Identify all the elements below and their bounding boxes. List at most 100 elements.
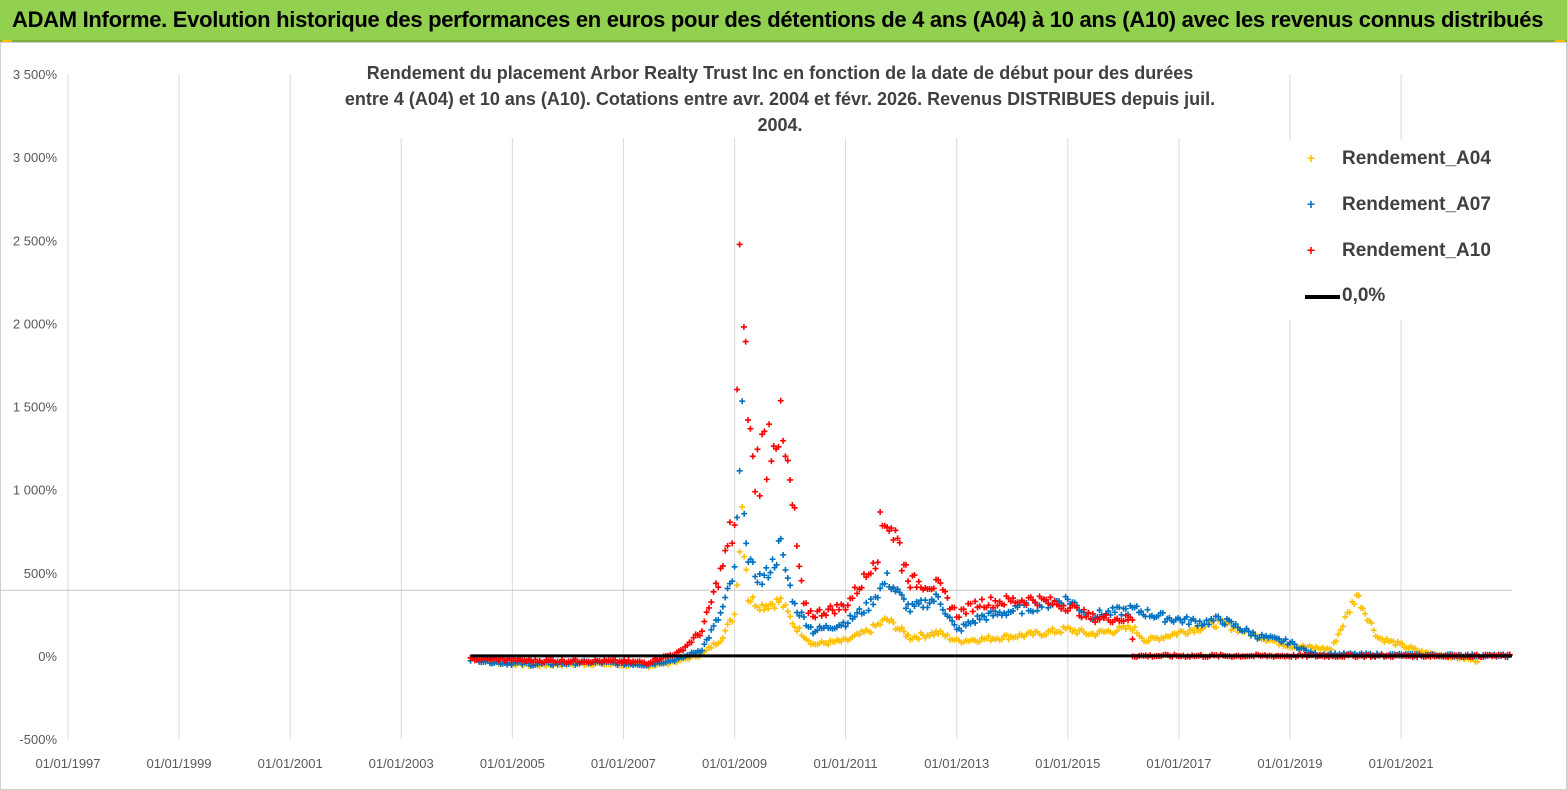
- data-point-marker: [798, 577, 805, 584]
- data-point-marker: [844, 620, 851, 627]
- data-point-marker: [905, 631, 912, 638]
- data-point-marker: [1014, 634, 1021, 641]
- data-point-marker: [787, 613, 794, 620]
- data-point-marker: [1282, 636, 1289, 643]
- data-point-marker: [854, 609, 861, 616]
- data-point-marker: [911, 572, 918, 579]
- data-point-marker: [1038, 603, 1045, 610]
- data-point-marker: [752, 573, 759, 580]
- data-point-marker: [807, 623, 814, 630]
- data-point-marker: [1346, 609, 1353, 616]
- header-banner: ADAM Informe. Evolution historique des p…: [0, 0, 1567, 42]
- data-point-marker: [710, 588, 717, 595]
- legend-marker-a04: +: [1306, 150, 1316, 166]
- data-point-marker: [699, 647, 706, 654]
- data-point-marker: [867, 596, 874, 603]
- data-point-marker: [688, 639, 695, 646]
- data-point-marker: [978, 596, 985, 603]
- data-point-marker: [829, 607, 836, 614]
- data-point-marker: [1129, 617, 1136, 624]
- data-point-marker: [1064, 608, 1071, 615]
- data-point-marker: [777, 595, 784, 602]
- data-point-marker: [722, 627, 729, 634]
- data-point-marker: [1179, 619, 1186, 626]
- data-point-marker: [1103, 611, 1110, 618]
- data-point-marker: [1291, 641, 1298, 648]
- data-point-marker: [726, 519, 733, 526]
- data-point-marker: [1083, 613, 1090, 620]
- data-point-marker: [1133, 603, 1140, 610]
- data-point-marker: [791, 600, 798, 607]
- data-point-marker: [976, 603, 983, 610]
- data-point-marker: [731, 522, 738, 529]
- data-point-marker: [736, 467, 743, 474]
- data-point-marker: [967, 600, 974, 607]
- data-point-marker: [777, 535, 784, 542]
- data-point-marker: [894, 586, 901, 593]
- data-point-marker: [907, 608, 914, 615]
- data-point-marker: [942, 588, 949, 595]
- x-tick-label: 01/01/2005: [480, 756, 545, 771]
- data-point-marker: [922, 597, 929, 604]
- data-point-marker: [894, 535, 901, 542]
- data-point-marker: [842, 606, 849, 613]
- data-point-marker: [787, 582, 794, 589]
- data-point-marker: [771, 605, 778, 612]
- data-point-marker: [842, 623, 849, 630]
- data-point-marker: [985, 633, 992, 640]
- data-point-marker: [731, 563, 738, 570]
- chart-area: [0, 42, 1567, 790]
- data-point-marker: [1161, 618, 1168, 625]
- data-point-marker: [1034, 607, 1041, 614]
- data-point-marker: [951, 604, 958, 611]
- x-tick-label: 01/01/1997: [35, 756, 100, 771]
- y-tick-labels: -500% 0% 500% 1 000% 1 500% 2 000% 2 500% 3 000…: [13, 67, 58, 747]
- data-point-marker: [863, 599, 870, 606]
- data-point-marker: [743, 566, 750, 573]
- data-point-marker: [1184, 630, 1191, 637]
- data-point-marker: [1122, 612, 1129, 619]
- data-point-marker: [701, 641, 708, 648]
- data-point-marker: [960, 606, 967, 613]
- data-point-marker: [761, 572, 768, 579]
- data-point-marker: [915, 600, 922, 607]
- data-point-marker: [958, 627, 965, 634]
- data-point-marker: [823, 612, 830, 619]
- data-point-marker: [805, 637, 812, 644]
- data-point-marker: [775, 599, 782, 606]
- data-point-marker: [736, 241, 743, 248]
- series-Rendement_A04: [467, 503, 1481, 671]
- data-point-marker: [1092, 619, 1099, 626]
- data-point-marker: [741, 510, 748, 517]
- data-point-marker: [798, 609, 805, 616]
- data-point-marker: [754, 446, 761, 453]
- data-point-marker: [649, 659, 656, 666]
- data-point-marker: [1067, 625, 1074, 632]
- data-point-marker: [1010, 595, 1017, 602]
- data-point-marker: [969, 608, 976, 615]
- y-tick-label: 1 500%: [13, 400, 58, 415]
- data-point-marker: [812, 614, 819, 621]
- data-point-marker: [754, 579, 761, 586]
- data-point-marker: [710, 622, 717, 629]
- data-point-marker: [690, 634, 697, 641]
- series-Rendement_A07: [467, 398, 1513, 669]
- data-point-marker: [1122, 605, 1129, 612]
- data-point-marker: [756, 570, 763, 577]
- data-point-marker: [1362, 610, 1369, 617]
- data-point-marker: [1003, 612, 1010, 619]
- data-point-marker: [1032, 599, 1039, 606]
- data-point-marker: [1215, 613, 1222, 620]
- data-point-marker: [987, 594, 994, 601]
- data-point-marker: [949, 617, 956, 624]
- data-point-marker: [749, 594, 756, 601]
- data-point-marker: [754, 603, 761, 610]
- data-point-marker: [708, 599, 715, 606]
- data-point-marker: [734, 582, 741, 589]
- data-point-marker: [766, 421, 773, 428]
- data-point-marker: [1196, 618, 1203, 625]
- data-point-marker: [719, 562, 726, 569]
- legend-label-a04: Rendement_A04: [1342, 148, 1491, 169]
- data-point-marker: [874, 594, 881, 601]
- data-point-marker: [784, 457, 791, 464]
